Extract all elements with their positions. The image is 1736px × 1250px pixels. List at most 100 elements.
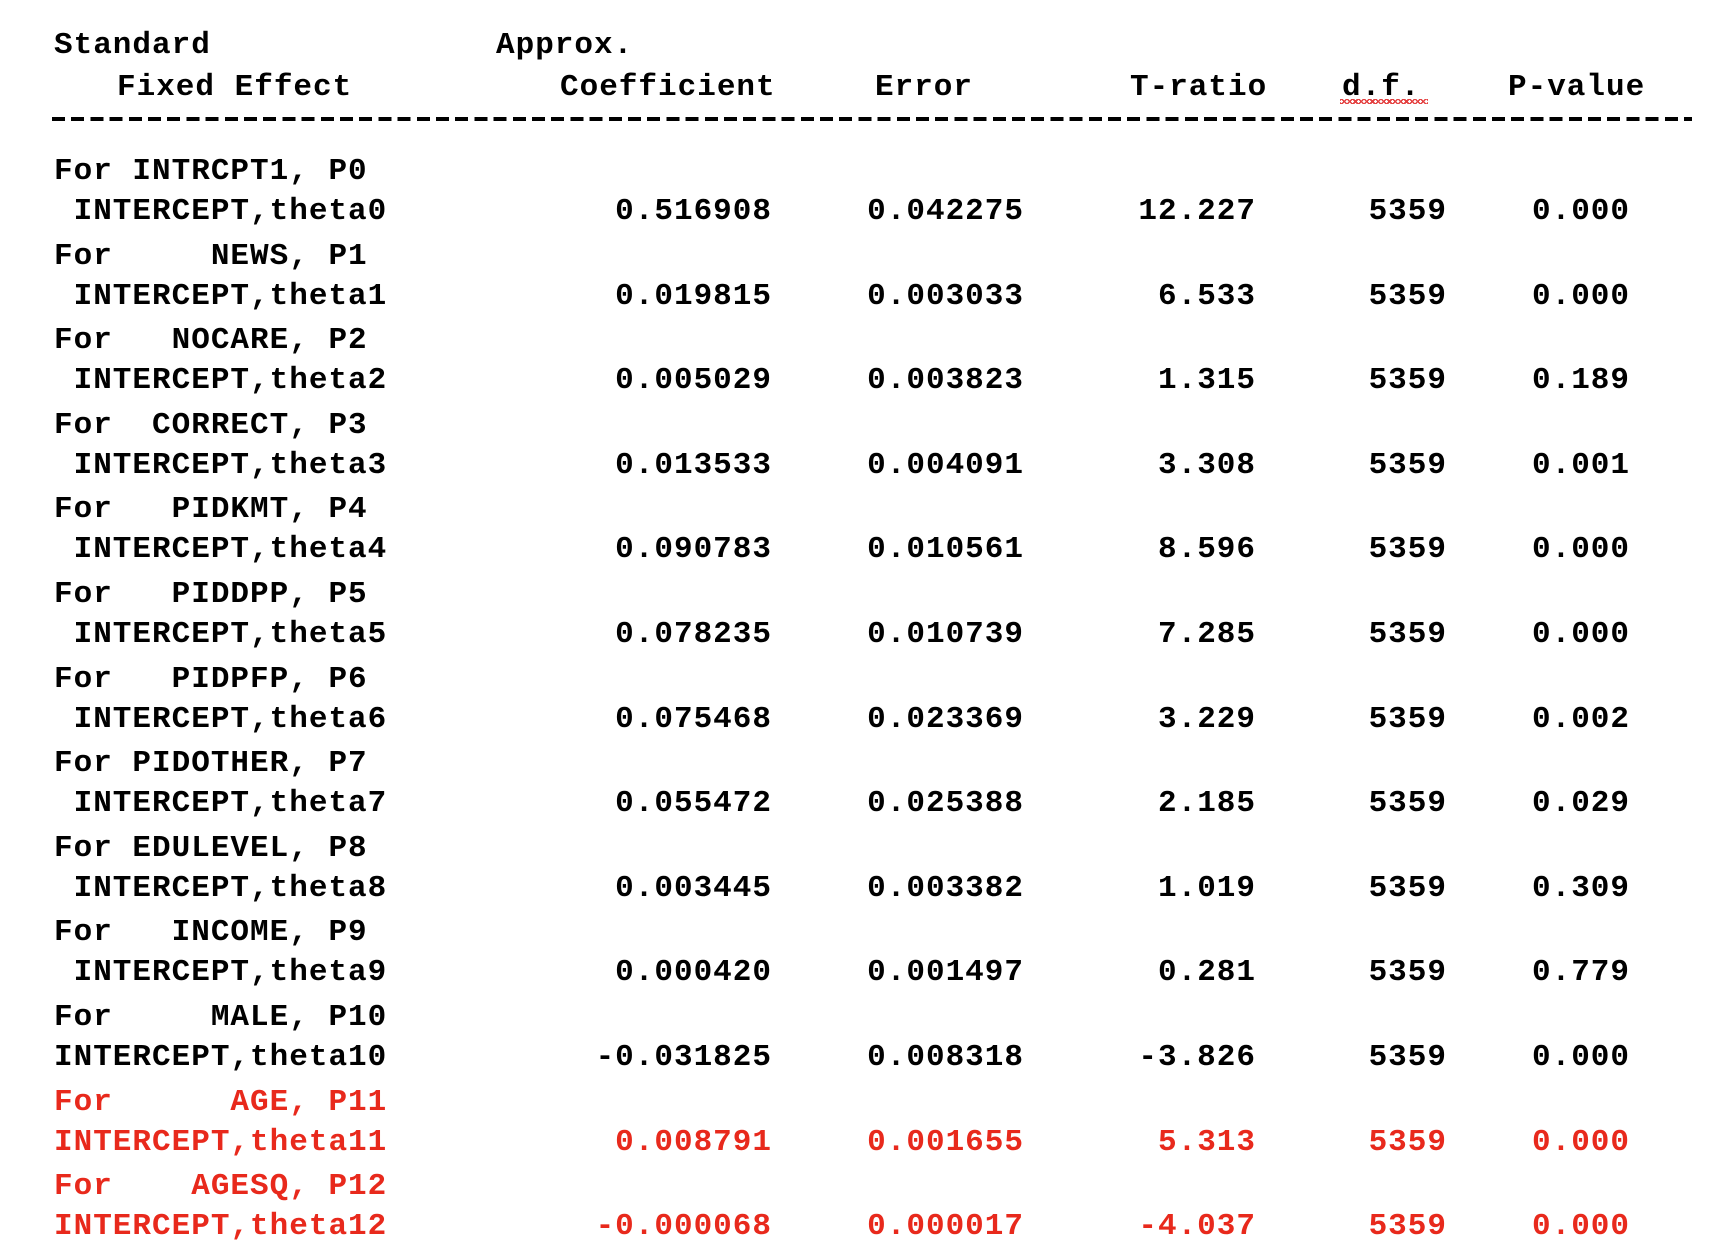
term-label: INTERCEPT,theta10: [54, 1040, 388, 1075]
p-value: 0.309: [1531, 870, 1630, 906]
standard-error-value: 0.010739: [867, 617, 1024, 652]
t-ratio-value: 6.533: [1157, 278, 1256, 314]
coefficient-value: 0.019815: [615, 278, 772, 314]
t-ratio-value: 2.185: [1157, 786, 1256, 822]
term-label: INTERCEPT,theta12: [54, 1209, 388, 1245]
header-standard: Standard: [54, 28, 211, 63]
spellcheck-underline: [1340, 99, 1428, 104]
coefficient-value: 0.003445: [615, 870, 772, 906]
header-error: Error: [875, 70, 974, 105]
for-label: For CORRECT, P3: [54, 407, 368, 443]
p-value: 0.000: [1531, 194, 1630, 229]
coefficient-value: -0.031825: [595, 1040, 772, 1075]
df-value: 5359: [1368, 532, 1447, 568]
header-p-value: P-value: [1508, 70, 1646, 105]
t-ratio-value: 3.229: [1157, 701, 1256, 737]
p-value: 0.000: [1531, 278, 1630, 314]
header-df: d.f.: [1342, 70, 1421, 105]
for-label: For PIDKMT, P4: [54, 492, 368, 528]
term-label: INTERCEPT,theta3: [54, 447, 388, 483]
p-value: 0.000: [1531, 1040, 1630, 1075]
for-label: For PIDPFP, P6: [54, 661, 368, 697]
coefficient-value: 0.008791: [615, 1124, 772, 1160]
p-value: 0.002: [1531, 701, 1630, 737]
t-ratio-value: 8.596: [1157, 532, 1256, 568]
standard-error-value: 0.025388: [867, 786, 1024, 822]
standard-error-value: 0.001655: [867, 1124, 1024, 1160]
for-label: For AGE, P11: [54, 1084, 388, 1120]
coefficient-value: -0.000068: [595, 1209, 772, 1245]
standard-error-value: 0.001497: [867, 955, 1024, 991]
df-value: 5359: [1368, 278, 1447, 314]
t-ratio-value: -4.037: [1138, 1209, 1256, 1245]
coefficient-value: 0.090783: [615, 532, 772, 568]
header-t-ratio: T-ratio: [1130, 70, 1268, 105]
p-value: 0.000: [1531, 1124, 1630, 1160]
coefficient-value: 0.055472: [615, 786, 772, 822]
header-approx: Approx.: [496, 28, 634, 63]
df-value: 5359: [1368, 617, 1447, 652]
df-value: 5359: [1368, 194, 1447, 229]
standard-error-value: 0.003382: [867, 870, 1024, 906]
t-ratio-value: 3.308: [1157, 447, 1256, 483]
t-ratio-value: 12.227: [1138, 194, 1256, 229]
term-label: INTERCEPT,theta5: [54, 617, 388, 652]
standard-error-value: 0.042275: [867, 194, 1024, 229]
coefficient-value: 0.005029: [615, 363, 772, 399]
df-value: 5359: [1368, 955, 1447, 991]
term-label: INTERCEPT,theta9: [54, 955, 388, 991]
header-coefficient: Coefficient: [560, 70, 776, 105]
coefficient-value: 0.516908: [615, 194, 772, 229]
term-label: INTERCEPT,theta0: [54, 194, 388, 229]
standard-error-value: 0.003823: [867, 363, 1024, 399]
standard-error-value: 0.000017: [867, 1209, 1024, 1245]
p-value: 0.779: [1531, 955, 1630, 991]
term-label: INTERCEPT,theta11: [54, 1124, 388, 1160]
p-value: 0.001: [1531, 447, 1630, 483]
term-label: INTERCEPT,theta7: [54, 786, 388, 822]
term-label: INTERCEPT,theta2: [54, 363, 388, 399]
p-value: 0.000: [1531, 532, 1630, 568]
header-separator: [52, 117, 1692, 121]
coefficient-value: 0.075468: [615, 701, 772, 737]
standard-error-value: 0.023369: [867, 701, 1024, 737]
df-value: 5359: [1368, 870, 1447, 906]
standard-error-value: 0.004091: [867, 447, 1024, 483]
for-label: For PIDOTHER, P7: [54, 746, 368, 782]
standard-error-value: 0.008318: [867, 1040, 1024, 1075]
standard-error-value: 0.010561: [867, 532, 1024, 568]
for-label: For NOCARE, P2: [54, 323, 368, 359]
t-ratio-value: -3.826: [1138, 1040, 1256, 1075]
coefficient-value: 0.000420: [615, 955, 772, 991]
t-ratio-value: 1.315: [1157, 363, 1256, 399]
for-label: For INCOME, P9: [54, 915, 368, 951]
df-value: 5359: [1368, 447, 1447, 483]
df-value: 5359: [1368, 1040, 1447, 1075]
for-label: For EDULEVEL, P8: [54, 830, 368, 866]
t-ratio-value: 5.313: [1157, 1124, 1256, 1160]
for-label: For AGESQ, P12: [54, 1169, 388, 1205]
standard-error-value: 0.003033: [867, 278, 1024, 314]
p-value: 0.029: [1531, 786, 1630, 822]
df-value: 5359: [1368, 701, 1447, 737]
coefficient-value: 0.013533: [615, 447, 772, 483]
t-ratio-value: 7.285: [1157, 617, 1256, 652]
term-label: INTERCEPT,theta1: [54, 278, 388, 314]
df-value: 5359: [1368, 1209, 1447, 1245]
p-value: 0.189: [1531, 363, 1630, 399]
header-fixed-effect: Fixed Effect: [117, 70, 353, 105]
coefficient-value: 0.078235: [615, 617, 772, 652]
term-label: INTERCEPT,theta6: [54, 701, 388, 737]
term-label: INTERCEPT,theta4: [54, 532, 388, 568]
for-label: For MALE, P10: [54, 1000, 388, 1035]
df-value: 5359: [1368, 1124, 1447, 1160]
p-value: 0.000: [1531, 1209, 1630, 1245]
for-label: For NEWS, P1: [54, 238, 368, 274]
for-label: For INTRCPT1, P0: [54, 154, 368, 189]
df-value: 5359: [1368, 786, 1447, 822]
t-ratio-value: 0.281: [1157, 955, 1256, 991]
for-label: For PIDDPP, P5: [54, 577, 368, 612]
df-value: 5359: [1368, 363, 1447, 399]
t-ratio-value: 1.019: [1157, 870, 1256, 906]
